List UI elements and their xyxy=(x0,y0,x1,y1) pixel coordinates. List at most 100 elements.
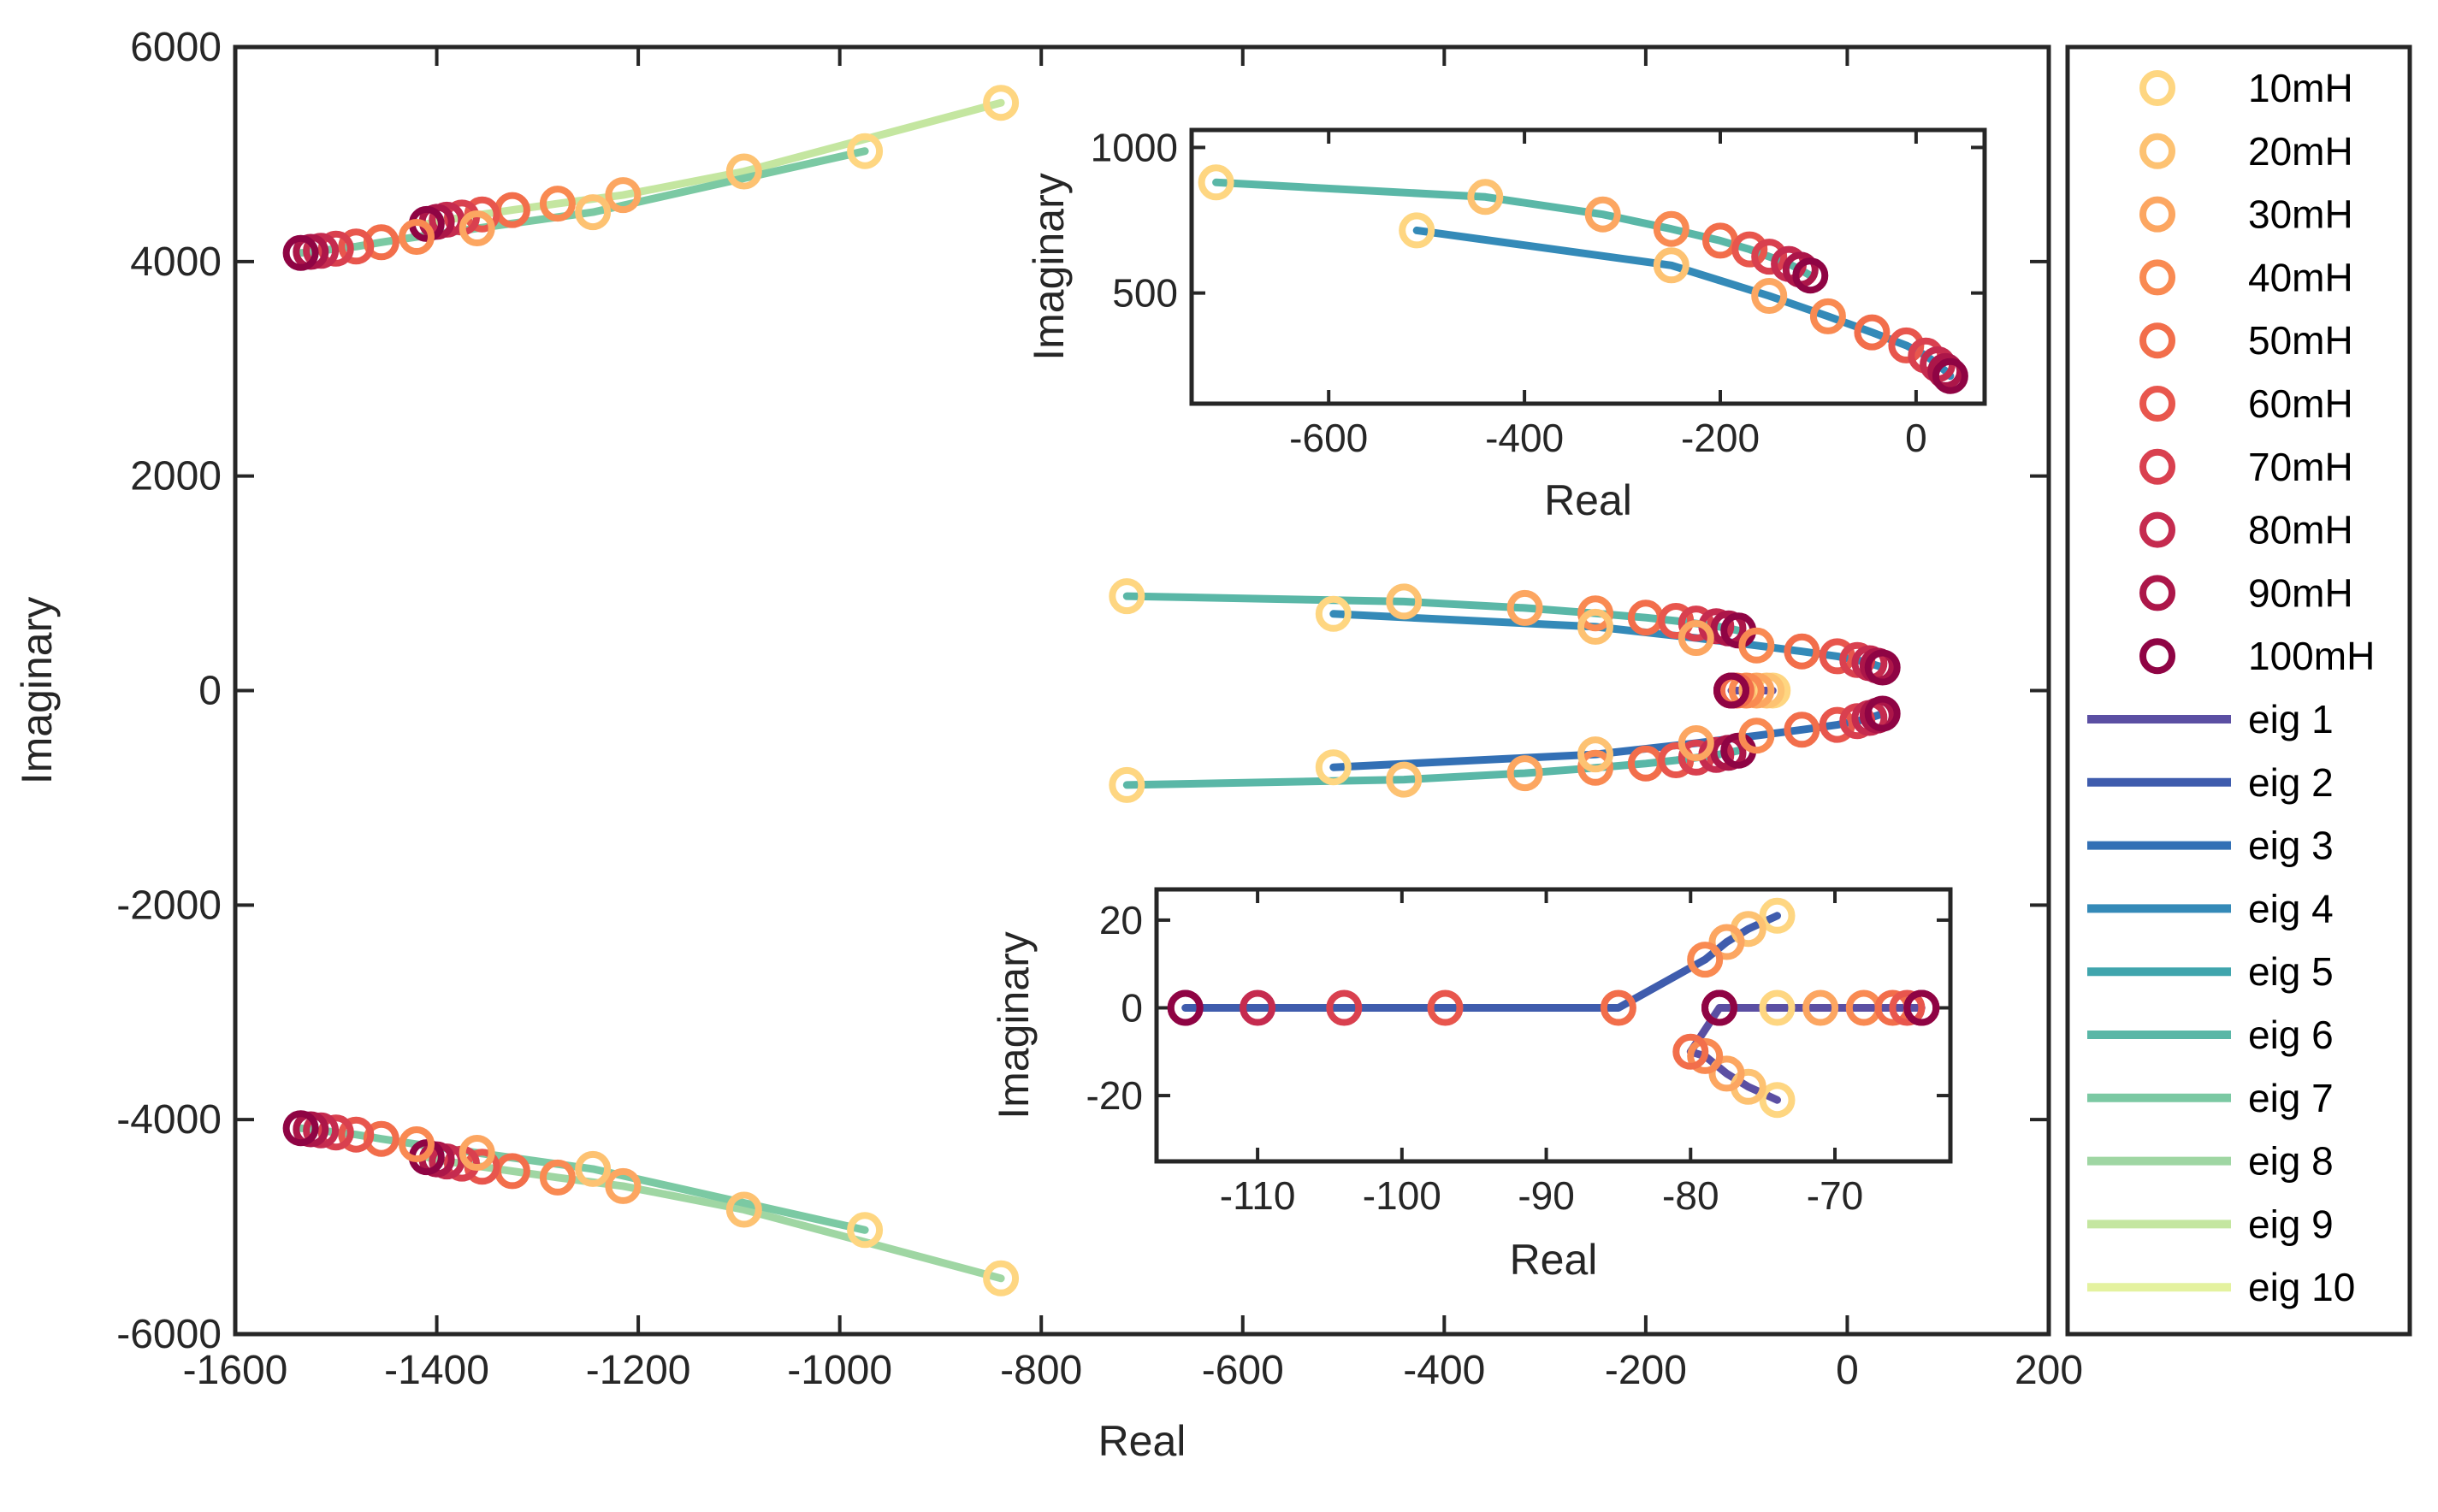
main-eig-6-point-10mH xyxy=(1109,578,1145,615)
inset-bottom-x-tick-label: -100 xyxy=(1363,1173,1441,1218)
inset-bottom-eig-2-point-40mH xyxy=(1687,942,1724,978)
main-eig-6-point-20mH xyxy=(1386,761,1423,798)
main-x-tick-label: -1600 xyxy=(183,1348,288,1393)
main-eig-4-point-10mH xyxy=(1315,595,1352,632)
main-eig-3-point-20mH xyxy=(1577,736,1613,773)
main-eig-3-point-40mH xyxy=(1738,718,1775,754)
inset-top-eig-6-point-60mH xyxy=(1731,231,1768,268)
main-eig-6-point-70mH xyxy=(1678,605,1714,642)
legend-label-50mH: 50mH xyxy=(2248,318,2353,363)
main-x-tick-label: -200 xyxy=(1605,1348,1687,1393)
main-eig-6-point-40mH xyxy=(1577,749,1613,786)
legend-label-eig-4: eig 4 xyxy=(2248,886,2334,930)
main-eig-9-point-30mH xyxy=(605,177,642,214)
main-eig-4-point-100mH xyxy=(1864,649,1901,686)
inset-bottom-x-tick-label: -110 xyxy=(1220,1173,1296,1218)
main-eig-7-point-20mH xyxy=(575,1150,612,1187)
main-x-tick-label: 200 xyxy=(2015,1348,2083,1393)
legend-label-10mH: 10mH xyxy=(2248,66,2353,110)
inset-bottom-eig-2-point-30mH xyxy=(1708,924,1745,960)
inset-bottom-eig-1-point-10mH xyxy=(1759,989,1796,1026)
main-eig-7-point-100mH xyxy=(282,234,319,271)
inset-top-eig-6-point-10mH xyxy=(1198,164,1234,201)
main-eig-7-point-20mH xyxy=(575,194,612,231)
inset-top-y-tick-label: 500 xyxy=(1112,271,1178,316)
legend-label-eig-9: eig 9 xyxy=(2248,1202,2334,1246)
legend-marker-100mH xyxy=(2139,638,2175,675)
main-eig-7-point-60mH xyxy=(338,1116,375,1153)
main-eig-4-point-20mH xyxy=(1577,608,1613,645)
inset-bottom-eig-1-point-100mH xyxy=(1903,989,1940,1026)
main-eig-6-point-10mH xyxy=(1109,766,1145,803)
main-eig-7-point-10mH xyxy=(847,1212,884,1249)
main-x-axis-label: Real xyxy=(1098,1417,1186,1465)
inset-bottom-eig-1-point-10mH xyxy=(1759,1082,1796,1119)
main-eig-6-point-20mH xyxy=(1386,583,1423,620)
inset-top-eig-4-point-20mH xyxy=(1653,247,1689,284)
inset-top-x-tick-label: -200 xyxy=(1681,416,1760,460)
legend-marker-80mH xyxy=(2139,511,2175,548)
main-y-tick-label: 6000 xyxy=(130,25,222,70)
main-eig-4-point-60mH xyxy=(1819,638,1855,675)
inset-top-eig-4-point-100mH xyxy=(1932,357,1968,394)
inset-top-plot: -600 -400 -200 0 500 1000 Real Imaginary xyxy=(1025,125,1987,524)
inset-top-eig-6-point-30mH xyxy=(1584,196,1621,233)
main-eig-4-point-50mH xyxy=(1784,633,1820,670)
main-x-tick-label: -800 xyxy=(1000,1348,1082,1393)
main-y-axis-label: Imaginary xyxy=(13,597,61,785)
main-y-tick-label: -4000 xyxy=(116,1097,222,1143)
main-eig-9-point-10mH xyxy=(983,85,1020,121)
inset-top-y-tick-label: 1000 xyxy=(1091,125,1178,169)
main-eig-9-point-20mH xyxy=(725,153,762,190)
legend-marker-30mH xyxy=(2139,196,2175,233)
inset-top-plot-area xyxy=(1192,130,1985,404)
inset-bottom-x-tick-label: -80 xyxy=(1662,1173,1719,1218)
inset-bottom-eig-1-point-100mH xyxy=(1701,989,1737,1026)
inset-bottom-eig-1-point-30mH xyxy=(1802,989,1839,1026)
main-eig-6-point-70mH xyxy=(1678,739,1714,776)
main-eig-6-point-30mH xyxy=(1506,755,1543,792)
legend-marker-60mH xyxy=(2139,386,2175,422)
inset-bottom-eig-2-point-80mH xyxy=(1240,989,1276,1026)
inset-top-x-tick-label: -400 xyxy=(1485,416,1564,460)
main-eig-7-point-10mH xyxy=(847,133,884,169)
inset-top-y-axis-label: Imaginary xyxy=(1025,173,1073,361)
main-x-tick-label: -400 xyxy=(1403,1348,1485,1393)
inset-top-axes-frame xyxy=(1189,127,1987,406)
legend-label-eig-6: eig 6 xyxy=(2248,1013,2334,1057)
legend-label-eig-1: eig 1 xyxy=(2248,697,2334,741)
inset-bottom-eig-2-point-70mH xyxy=(1326,989,1363,1026)
inset-top-eig-4-point-30mH xyxy=(1751,278,1788,314)
inset-bottom-x-tick-label: -70 xyxy=(1807,1173,1863,1218)
legend-label-eig-3: eig 3 xyxy=(2248,824,2334,868)
main-eig-6-point-60mH xyxy=(1658,742,1695,778)
inset-bottom-y-tick-label: 20 xyxy=(1099,898,1143,942)
main-eig-3-point-100mH xyxy=(1864,695,1901,732)
main-y-tick-label: 0 xyxy=(198,669,222,714)
legend-label-eig-2: eig 2 xyxy=(2248,760,2334,805)
legend-label-eig-7: eig 7 xyxy=(2248,1076,2334,1120)
inset-bottom-eig-1-point-60mH xyxy=(1889,989,1926,1026)
main-eig-4-point-40mH xyxy=(1738,627,1775,664)
inset-bottom-eig-2-point-60mH xyxy=(1427,989,1464,1026)
main-eig-8-point-30mH xyxy=(605,1167,642,1204)
main-eig-3-point-30mH xyxy=(1678,725,1714,761)
main-eig-6-point-40mH xyxy=(1577,595,1613,632)
main-eig-8-point-20mH xyxy=(725,1191,762,1228)
legend-label-30mH: 30mH xyxy=(2248,192,2353,237)
main-eig-7-point-60mH xyxy=(338,228,375,265)
legend-marker-40mH xyxy=(2139,259,2175,296)
inset-top-eig-6-point-40mH xyxy=(1653,210,1689,247)
inset-top-eig-6-point-100mH xyxy=(1792,257,1829,294)
main-x-tick-label: -1000 xyxy=(787,1348,892,1393)
inset-bottom-plot: -110 -100 -90 -80 -70 -20 0 20 Real Imaginary xyxy=(990,887,1953,1284)
inset-bottom-eig-1-point-30mH xyxy=(1708,1055,1745,1092)
legend-marker-90mH xyxy=(2139,575,2175,611)
legend-label-eig-8: eig 8 xyxy=(2248,1139,2334,1184)
main-x-tick-label: 0 xyxy=(1836,1348,1859,1393)
main-y-tick-label: 2000 xyxy=(130,454,222,499)
legend-label-80mH: 80mH xyxy=(2248,508,2353,552)
main-eig-7-point-40mH xyxy=(399,219,435,255)
main-eig-7-point-30mH xyxy=(459,1135,495,1171)
